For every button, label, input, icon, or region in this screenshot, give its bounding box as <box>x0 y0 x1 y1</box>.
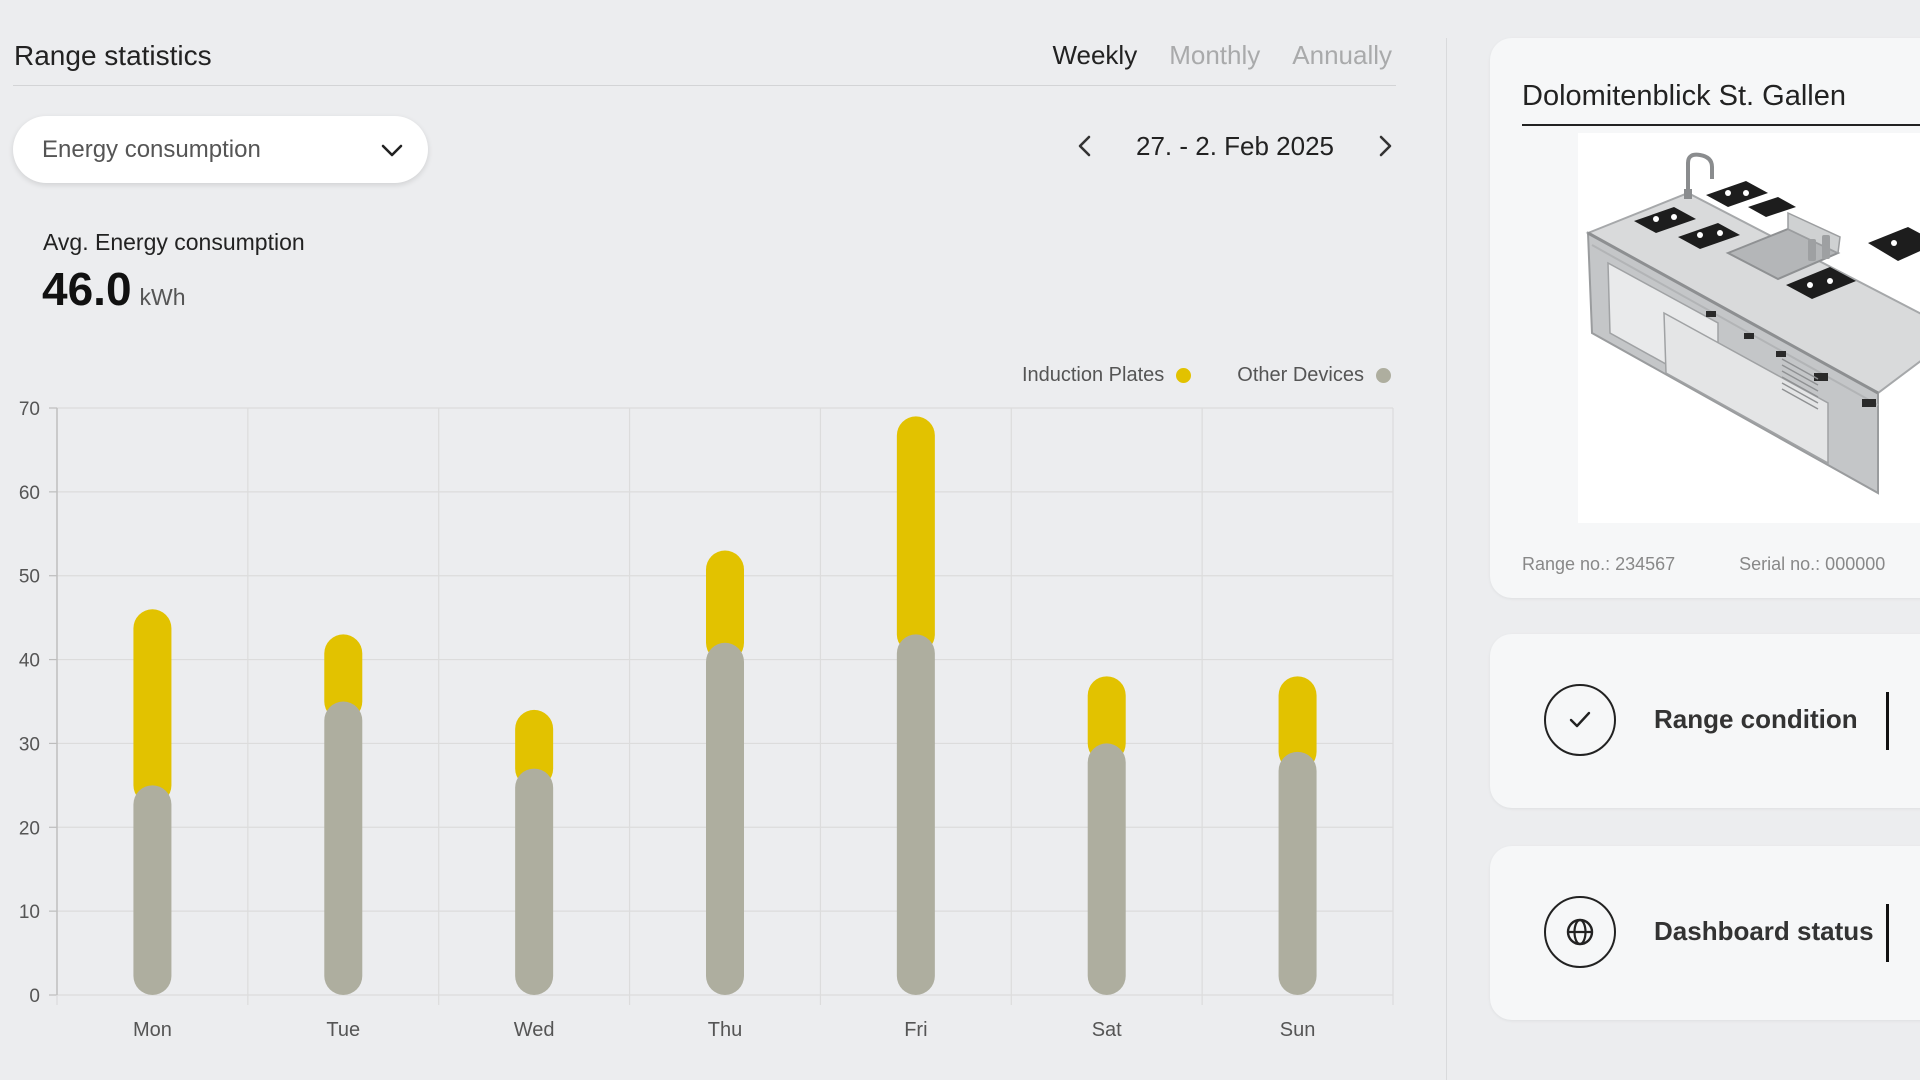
legend-label-other: Other Devices <box>1237 364 1364 386</box>
globe-icon <box>1544 896 1616 968</box>
range-condition-label: Range condition <box>1654 704 1858 734</box>
bar-induction-mon <box>133 609 172 805</box>
date-range-label: 27. - 2. Feb 2025 <box>1135 130 1335 161</box>
legend-label-induction: Induction Plates <box>1021 364 1165 386</box>
legend-dot-induction <box>1176 368 1192 383</box>
average-unit: kWh <box>139 284 186 310</box>
legend-dot-other <box>1376 368 1391 383</box>
panel-divider <box>1446 38 1447 1080</box>
y-tick-label: 10 <box>19 902 40 923</box>
x-tick-label: Fri <box>904 1019 927 1041</box>
metric-dropdown[interactable]: Energy consumption <box>13 116 428 183</box>
average-number: 46.0 <box>42 263 132 315</box>
legend-item-other: Other Devices <box>1237 364 1391 387</box>
y-tick-label: 50 <box>19 567 40 588</box>
bar-induction-wed <box>515 709 554 788</box>
bar-other-sun <box>1278 751 1317 995</box>
serial-number: Serial no.: 000000 <box>1739 554 1886 574</box>
energy-bar-chart: 0 10 20 30 40 50 60 70 Mon Tue Wed Thu Fri Sat Sun <box>19 399 1394 1041</box>
bar-induction-tue <box>324 634 363 721</box>
date-navigator: 27. - 2. Feb 2025 <box>1070 125 1400 167</box>
range-statistics-panel: Range statistics Weekly Monthly Annually… <box>13 40 1400 1041</box>
average-value: 46.0 kWh <box>42 262 186 316</box>
legend-item-induction: Induction Plates <box>1021 364 1192 387</box>
metric-dropdown-value: Energy consumption <box>42 135 261 163</box>
chevron-down-icon <box>381 144 403 156</box>
y-tick-label: 30 <box>19 734 40 755</box>
range-card[interactable]: Dolomitenblick St. Gallen <box>1490 38 1920 598</box>
range-number: Range no.: 234567 <box>1522 554 1676 574</box>
y-tick-label: 40 <box>19 651 40 672</box>
range-name: Dolomitenblick St. Gallen <box>1522 80 1846 112</box>
dashboard-status-label: Dashboard status <box>1654 916 1874 946</box>
x-tick-label: Sun <box>1280 1019 1316 1041</box>
dashboard-status-indicator <box>1886 904 1889 962</box>
x-tick-label: Tue <box>326 1019 360 1041</box>
header-divider <box>13 85 1396 86</box>
bar-other-mon <box>133 785 172 995</box>
x-tick-label: Thu <box>708 1019 742 1041</box>
kitchen-range-illustration <box>1585 152 1920 495</box>
bar-other-tue <box>324 701 363 995</box>
range-condition-card[interactable]: Range condition <box>1490 634 1920 808</box>
tab-monthly[interactable]: Monthly <box>1169 40 1261 70</box>
title-underline <box>1522 124 1920 126</box>
range-meta: Range no.: 234567 Serial no.: 000000 <box>1522 554 1885 575</box>
y-tick-label: 20 <box>19 818 40 839</box>
period-tabs: Weekly Monthly Annually <box>1052 40 1392 71</box>
bar-induction-thu <box>706 550 744 662</box>
bar-other-thu <box>706 642 744 995</box>
x-tick-label: Wed <box>514 1019 555 1041</box>
chevron-left-icon <box>1078 135 1091 157</box>
dashboard-status-card[interactable]: Dashboard status <box>1490 846 1920 1020</box>
page-title: Range statistics <box>14 40 212 71</box>
chart-legend: Induction Plates Other Devices <box>1022 364 1391 387</box>
chevron-right-icon <box>1379 135 1392 157</box>
y-tick-label: 60 <box>19 483 40 504</box>
bar-other-sat <box>1087 743 1126 995</box>
y-tick-label: 70 <box>19 399 40 420</box>
y-tick-label: 0 <box>29 986 40 1007</box>
bar-other-wed <box>515 768 554 995</box>
average-label: Avg. Energy consumption <box>43 229 305 255</box>
previous-period-button[interactable] <box>1070 131 1100 161</box>
x-tick-label: Sat <box>1092 1019 1122 1041</box>
bar-induction-fri <box>896 416 935 654</box>
next-period-button[interactable] <box>1370 131 1400 161</box>
bar-induction-sun <box>1278 676 1317 771</box>
bar-induction-sat <box>1087 676 1126 763</box>
check-icon <box>1544 684 1616 756</box>
bar-other-fri <box>896 634 935 995</box>
tab-annually[interactable]: Annually <box>1292 40 1392 70</box>
tab-weekly[interactable]: Weekly <box>1052 40 1138 70</box>
range-image <box>1578 133 1920 523</box>
x-tick-label: Mon <box>133 1019 172 1041</box>
range-condition-indicator <box>1886 692 1889 750</box>
